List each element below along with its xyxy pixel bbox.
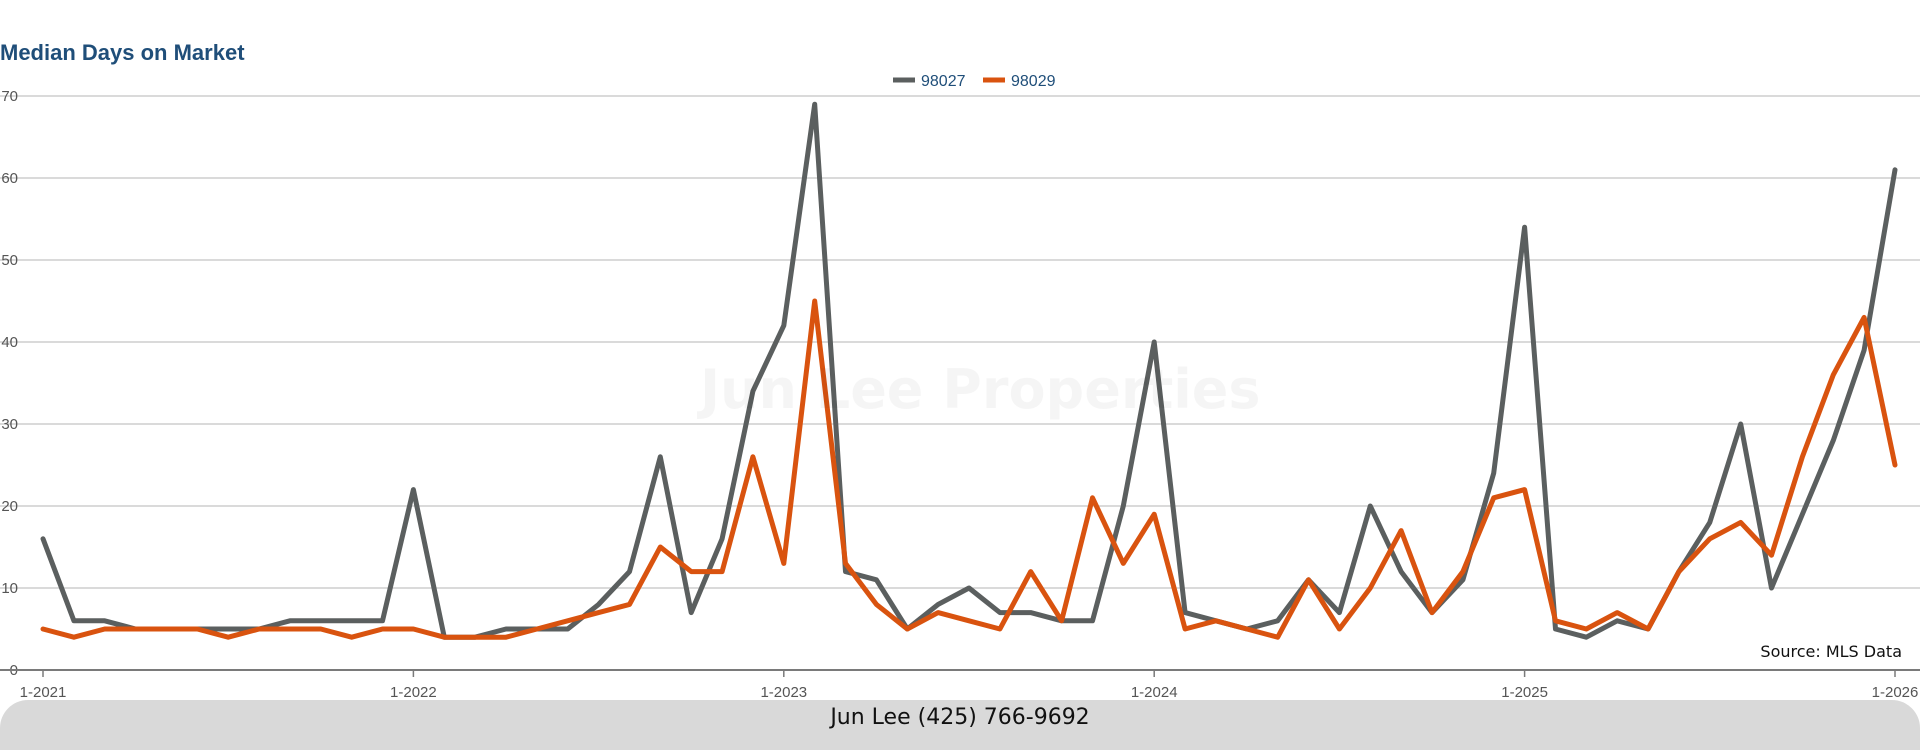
grid-layer: [0, 95, 1920, 589]
chart-title: Median Days on Market: [0, 40, 245, 65]
x-tick-label: 1-2023: [760, 684, 807, 700]
y-tick-label: 70: [1, 88, 18, 105]
y-tick-label: 30: [1, 416, 18, 433]
footer-bar: [0, 700, 1920, 750]
x-tick-label: 1-2022: [390, 684, 437, 700]
footer-contact: Jun Lee (425) 766-9692: [830, 705, 1090, 730]
legend-label-98029: 98029: [1011, 73, 1056, 90]
legend: 98027 98029: [893, 73, 1056, 90]
x-tick-label: 1-2024: [1131, 684, 1178, 700]
y-tick-label: 20: [1, 498, 18, 515]
y-tick-label: 50: [1, 252, 18, 269]
axis-layer: 0102030405060701-20211-20221-20231-20241…: [0, 88, 1920, 700]
series-layer: [40, 101, 1898, 640]
series-line-98027: [40, 101, 1898, 640]
legend-label-98027: 98027: [921, 73, 966, 90]
x-tick-label: 1-2026: [1872, 684, 1919, 700]
series-line-98029: [40, 298, 1898, 640]
source-note: Source: MLS Data: [1760, 642, 1902, 661]
y-tick-label: 40: [1, 334, 18, 351]
line-chart: 0102030405060701-20211-20221-20231-20241…: [0, 73, 1920, 700]
x-tick-label: 1-2025: [1501, 684, 1548, 700]
y-tick-label: 10: [1, 580, 18, 597]
watermark: Jun Lee Properties: [700, 358, 1261, 421]
y-tick-label: 60: [1, 170, 18, 187]
x-tick-label: 1-2021: [20, 684, 67, 700]
